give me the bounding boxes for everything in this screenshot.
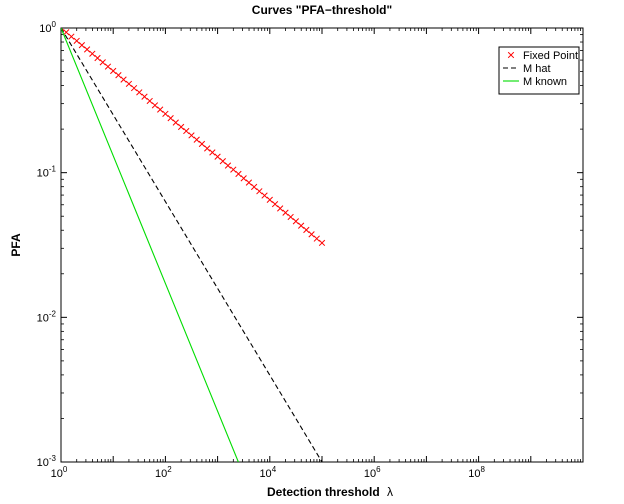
data-point (141, 93, 148, 100)
data-point (256, 188, 263, 195)
legend-box (498, 46, 580, 95)
data-point (104, 63, 112, 70)
data-point (224, 162, 232, 169)
data-point (63, 29, 70, 36)
data-point (230, 166, 237, 173)
data-point (136, 89, 143, 96)
data-point (130, 84, 138, 92)
x-tick-label: 100 (51, 465, 68, 480)
series-layer (61, 28, 326, 462)
data-point (271, 200, 279, 208)
data-point (282, 209, 289, 216)
data-point (193, 136, 200, 143)
x-axis-label-symbol: λ (387, 485, 393, 499)
data-point (250, 183, 258, 191)
data-point (73, 37, 80, 45)
tick-labels: 100 102 104 106 108 100 10-1 10-2 10-3 (37, 20, 486, 480)
y-tick-label: 10-3 (37, 454, 57, 469)
legend-entry: Fixed Point (507, 50, 578, 62)
legend-label: M known (523, 76, 567, 88)
y-tick-label: 10-2 (37, 309, 57, 324)
y-tick-label: 100 (39, 20, 56, 35)
x-tick-label: 106 (364, 465, 381, 480)
data-point (209, 149, 216, 156)
data-point (313, 235, 320, 242)
data-point (110, 67, 117, 75)
data-point (214, 153, 221, 160)
data-point (78, 42, 86, 49)
data-point (172, 119, 179, 126)
data-point (125, 80, 133, 88)
data-point (183, 127, 190, 135)
data-point (146, 97, 153, 105)
x-tick-label: 104 (259, 465, 276, 480)
data-point (287, 213, 294, 221)
data-point (198, 140, 206, 148)
legend-label: Fixed Point (523, 50, 578, 62)
data-point (115, 72, 122, 79)
x-axis-label-text: Detection threshold (267, 485, 380, 499)
axis-ticks (60, 27, 584, 463)
series-fixed-point (61, 28, 326, 247)
legend-entry: M known (503, 76, 567, 88)
data-point (235, 170, 242, 178)
x-axis-label: Detection threshold λ (267, 485, 393, 499)
series-line-m-hat (61, 28, 323, 462)
data-point (308, 231, 315, 238)
series-line-m-known (61, 28, 239, 462)
data-point (162, 110, 169, 118)
data-point (318, 239, 326, 247)
data-point (177, 123, 185, 131)
data-point (303, 226, 310, 234)
data-point (157, 106, 164, 113)
data-point (151, 102, 159, 109)
data-point (240, 175, 247, 182)
data-point (61, 28, 65, 32)
legend-label: M hat (523, 63, 551, 75)
data-point (261, 192, 268, 199)
y-axis-label: PFA (9, 233, 23, 257)
x-tick-label: 108 (468, 465, 485, 480)
x-tick-label: 102 (155, 465, 172, 480)
legend-entry: M hat (503, 63, 551, 75)
data-point (188, 132, 195, 139)
data-point (83, 46, 91, 53)
data-point (204, 145, 211, 152)
data-point (245, 179, 253, 186)
data-point (219, 158, 226, 165)
chart-title: Curves "PFA−threshold" (252, 3, 392, 17)
data-point (99, 59, 106, 66)
data-point (266, 196, 273, 203)
y-tick-label: 10-1 (37, 165, 57, 180)
data-point (297, 222, 305, 229)
data-point (89, 50, 96, 57)
data-point (292, 218, 300, 225)
data-point (167, 115, 174, 122)
data-point (120, 76, 127, 83)
data-point (277, 205, 284, 212)
data-point (68, 33, 75, 40)
data-point (94, 54, 101, 62)
legend-marker (507, 51, 515, 59)
